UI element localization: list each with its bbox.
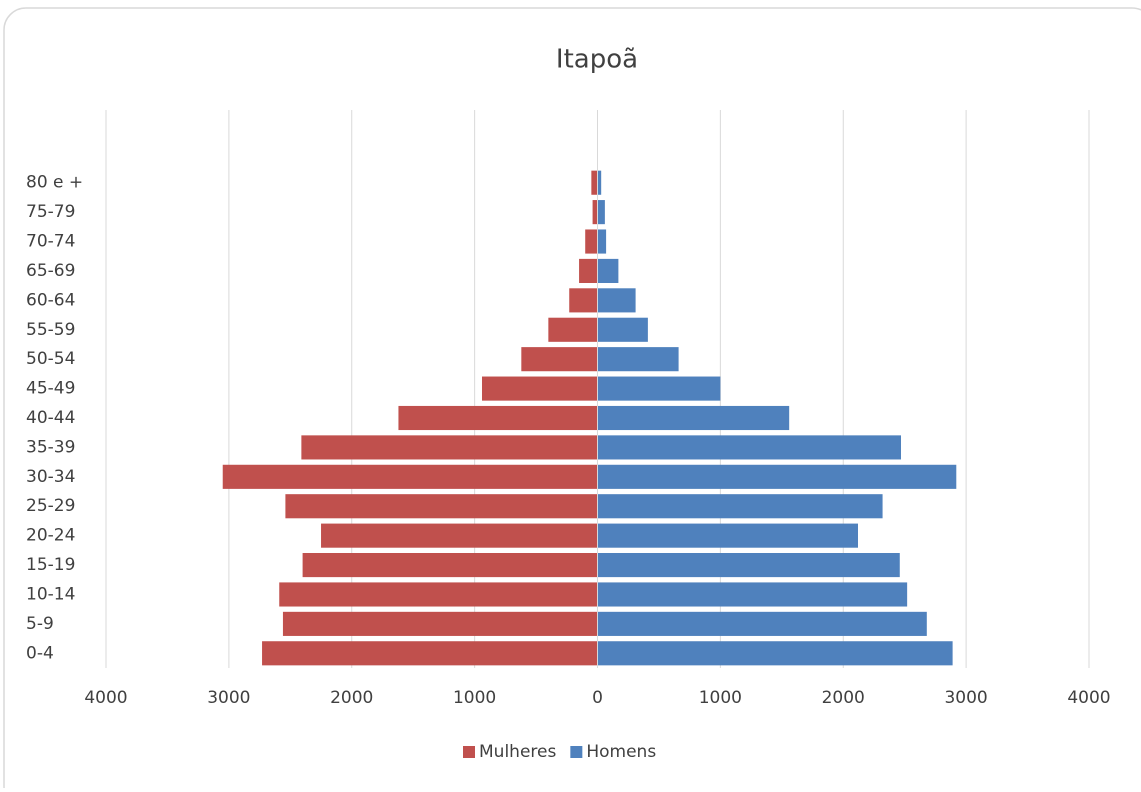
y-tick-label: 60-64: [26, 290, 75, 310]
y-tick-label: 50-54: [26, 349, 75, 369]
bar: [597, 288, 636, 313]
y-tick-label: 30-34: [26, 467, 75, 487]
y-tick-label: 75-79: [26, 202, 75, 222]
bar: [579, 258, 598, 283]
bar: [222, 464, 598, 489]
y-tick-label: 65-69: [26, 261, 75, 281]
bar: [285, 494, 598, 519]
bar: [585, 229, 598, 254]
y-tick-label: 70-74: [26, 232, 75, 252]
bar: [521, 347, 598, 372]
bar: [597, 200, 605, 225]
y-tick-label: 20-24: [26, 526, 75, 546]
y-tick-label: 55-59: [26, 320, 75, 340]
bar: [597, 170, 602, 195]
bar: [597, 317, 648, 342]
x-tick-label: 4000: [1067, 688, 1110, 708]
bar: [279, 582, 598, 607]
legend-swatch: [463, 746, 475, 758]
y-tick-label: 15-19: [26, 555, 75, 575]
x-tick-label: 0: [592, 688, 603, 708]
y-tick-label: 25-29: [26, 496, 75, 516]
bar: [548, 317, 598, 342]
bar: [597, 553, 900, 578]
legend-label: Mulheres: [479, 742, 556, 762]
bar: [569, 288, 598, 313]
x-tick-label: 1000: [453, 688, 496, 708]
bar: [302, 553, 598, 578]
bar: [597, 347, 679, 372]
legend-swatch: [570, 746, 583, 758]
bar: [597, 405, 790, 431]
bar: [262, 641, 598, 666]
bar: [597, 464, 957, 489]
x-tick-label: 2000: [822, 688, 865, 708]
y-tick-label: 35-39: [26, 437, 75, 457]
bar: [481, 376, 598, 401]
bar: [597, 523, 858, 548]
bar: [597, 376, 721, 401]
bar: [282, 611, 598, 636]
bar: [597, 494, 883, 519]
y-tick-label: 40-44: [26, 408, 75, 428]
y-tick-label: 5-9: [26, 614, 54, 634]
x-tick-label: 3000: [207, 688, 250, 708]
bar: [591, 170, 598, 195]
bar: [301, 435, 598, 460]
bar: [597, 582, 908, 607]
y-tick-label: 10-14: [26, 584, 75, 604]
bar: [321, 523, 598, 548]
y-tick-label: 80 e +: [26, 173, 83, 193]
x-tick-label: 1000: [699, 688, 742, 708]
bar: [597, 641, 953, 666]
bar: [597, 611, 927, 636]
legend-label: Homens: [586, 742, 656, 762]
x-tick-label: 4000: [84, 688, 127, 708]
y-tick-label: 0-4: [26, 643, 54, 663]
bar: [592, 200, 598, 225]
y-tick-label: 45-49: [26, 379, 75, 399]
x-tick-label: 3000: [944, 688, 987, 708]
bar: [597, 258, 619, 283]
x-tick-label: 2000: [330, 688, 373, 708]
chart-title: Itapoã: [556, 45, 638, 75]
bar: [597, 229, 607, 254]
bar: [597, 435, 902, 460]
bar: [398, 405, 598, 431]
